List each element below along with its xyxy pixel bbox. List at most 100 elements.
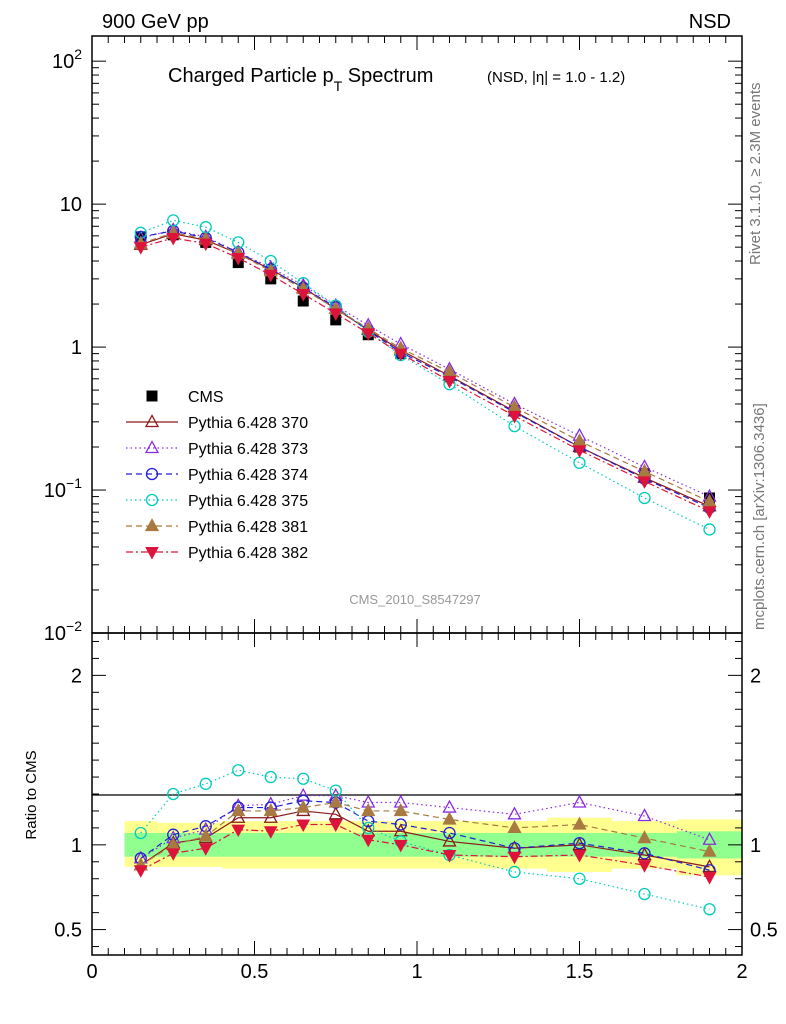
main-panel: 10−2 10−1 1 10 102 Charged Particle pT Spect…	[44, 35, 743, 645]
ratio-point	[442, 833, 457, 847]
ratio-point	[573, 836, 586, 850]
ratio-point	[296, 819, 311, 833]
ratio-line	[140, 795, 710, 859]
data-point	[361, 328, 376, 341]
ratio-point	[394, 818, 407, 831]
ratio-point	[637, 847, 652, 861]
ratio-line	[140, 800, 710, 871]
ratio-point	[328, 819, 343, 833]
y-tick-label: 10−2	[44, 618, 82, 645]
x-tick-label: 2	[736, 961, 747, 983]
main-axis-ticks	[91, 36, 743, 634]
data-point	[637, 476, 652, 489]
ratio-point	[199, 777, 212, 790]
ratio-point	[572, 794, 587, 808]
ratio-point	[133, 865, 148, 878]
ratio-point	[361, 803, 376, 817]
legend-label: Pythia 6.428 381	[188, 519, 308, 536]
legend-label: Pythia 6.428 373	[188, 441, 308, 458]
x-tick-label: 0	[86, 961, 97, 983]
ratio-point	[198, 828, 213, 842]
data-point	[166, 232, 181, 246]
ratio-point	[637, 808, 652, 822]
series-pythia-6-428-381	[133, 224, 717, 507]
ratio-y-tick-label-right: 2	[750, 665, 761, 687]
title-rest: Spectrum	[342, 65, 433, 87]
legend-label: CMS	[188, 389, 224, 406]
main-series-layer	[133, 214, 717, 536]
x-tick-labels: 0 0.5 1 1.5 2	[86, 961, 747, 983]
title-subscript: T	[334, 78, 343, 94]
data-point	[393, 348, 408, 362]
stat-band	[254, 832, 287, 857]
stat-band	[319, 832, 352, 857]
process-label: NSD	[689, 11, 731, 33]
ratio-point	[166, 848, 181, 861]
ratio-point	[637, 830, 652, 844]
ratio-point	[638, 887, 651, 901]
ratio-y-tick-label-right: 1	[750, 835, 761, 857]
ratio-point	[263, 803, 278, 817]
data-point	[638, 491, 651, 505]
ratio-axis-ticks	[91, 633, 743, 955]
series-line	[140, 233, 710, 507]
ratio-y-tick-labels: 0.5 0.5 1 1 2 2	[54, 665, 778, 941]
ratio-point	[443, 826, 456, 840]
ratio-point	[702, 872, 717, 885]
ratio-point	[231, 803, 246, 817]
ratio-point	[393, 803, 408, 817]
data-point	[328, 308, 343, 321]
ratio-frame	[91, 632, 743, 956]
ratio-pythia-6-428-382	[133, 819, 717, 885]
x-tick-label: 1	[411, 961, 422, 983]
data-point	[442, 375, 457, 389]
ratio-point	[573, 872, 586, 885]
ratio-point	[638, 847, 651, 860]
ratio-point	[637, 860, 652, 873]
ratio-point	[361, 834, 376, 848]
ratio-point	[442, 850, 457, 863]
legend-marker	[145, 493, 159, 507]
data-point	[702, 506, 717, 519]
series-cms	[135, 229, 715, 504]
stat-band	[287, 832, 320, 857]
main-y-tick-labels: 10−2 10−1 1 10 102	[44, 46, 82, 645]
legend: CMS Pythia 6.428 370 Pythia 6.428 373 Pythi…	[126, 389, 308, 562]
main-title: Charged Particle pT Spectrum	[168, 65, 433, 94]
data-point	[507, 410, 522, 424]
ratio-point	[231, 824, 246, 838]
legend-entry: Pythia 6.428 373	[126, 440, 308, 458]
data-point	[263, 269, 278, 283]
ratio-point	[507, 851, 522, 865]
ratio-point	[263, 809, 278, 823]
x-tick-label: 0.5	[241, 961, 269, 983]
ratio-pythia-6-428-375	[134, 764, 716, 916]
ratio-point	[297, 772, 310, 785]
ratio-point	[328, 806, 343, 820]
ratio-point	[507, 806, 522, 820]
y-tick-label: 10	[60, 194, 82, 216]
legend-marker	[145, 547, 159, 560]
legend-marker	[144, 414, 160, 428]
legend-marker	[146, 390, 158, 402]
ratio-point	[198, 843, 213, 856]
legend-entry: Pythia 6.428 381	[126, 518, 308, 536]
series-pythia-6-428-382	[133, 232, 717, 519]
ratio-point	[264, 770, 277, 784]
ratio-point	[362, 821, 375, 835]
data-point	[703, 523, 716, 536]
ratio-uncertainty-bands	[124, 817, 742, 876]
title-cut-label: (NSD, |η| = 1.0 - 1.2)	[487, 69, 625, 86]
data-point	[572, 445, 587, 458]
ratio-point	[572, 816, 587, 830]
ratio-point	[702, 843, 717, 857]
legend-entry: Pythia 6.428 374	[126, 467, 308, 484]
data-point	[637, 463, 652, 477]
data-point	[573, 456, 586, 469]
y-tick-label: 10−1	[44, 475, 82, 502]
title-main: Charged Particle p	[168, 65, 334, 87]
ratio-pythia-6-428-381	[133, 794, 717, 871]
data-point	[296, 289, 311, 302]
x-tick-label: 1.5	[566, 961, 594, 983]
data-point	[702, 493, 717, 507]
